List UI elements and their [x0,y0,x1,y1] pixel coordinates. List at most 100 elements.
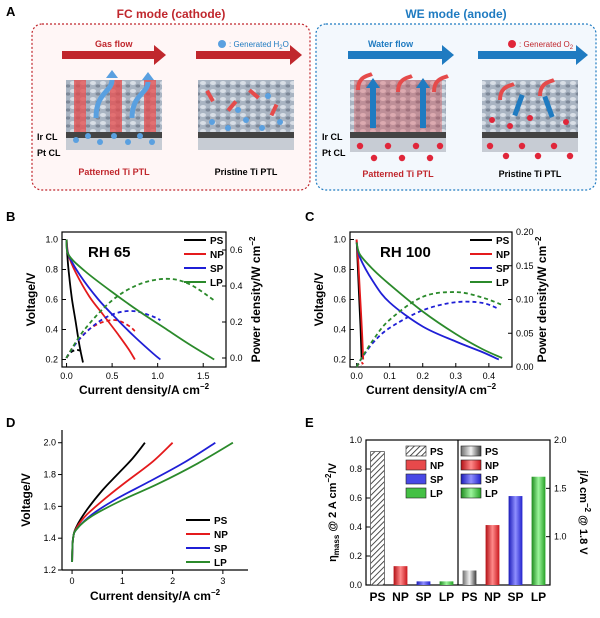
panel-b-chart: B0.0 0.5 1.0 1.50.20.40.60.81.00.00.20.40.6… [6,209,263,397]
y-tick-label: 1.0 [333,235,346,245]
x-axis-label-sup: −2 [211,588,221,597]
voltage-curve-ps [65,239,84,363]
y-axis-label-part: @ 2 A cm [327,482,339,534]
water-flow-label: Water flow [368,39,414,49]
y2-tick-label: 1.0 [554,532,567,542]
gas-flow-arrow [62,45,166,65]
x-tick-label: 0.3 [450,371,463,381]
x-category-label: NP [392,590,409,604]
legend-label-right-ps: PS [485,447,499,458]
y-tick-label: 1.0 [45,235,58,245]
legend-label-np: NP [210,250,224,261]
panel-letter: B [6,209,15,224]
power-curve-sp [355,300,500,368]
y2-tick-label: 1.5 [554,483,567,493]
legend-label-right-lp: LP [485,489,498,500]
y-axis-label: Voltage/V [312,273,326,327]
legend-label-lp: LP [210,278,223,289]
legend-label-ps: PS [214,516,228,527]
y-axis-label: Voltage/V [19,473,33,527]
x-tick-label: 2 [170,576,175,586]
y2-tick-label: 0.4 [230,281,243,291]
y-tick-label: 0.2 [349,551,362,561]
water-droplet-icon [218,40,226,48]
y-axis-label-part: η [327,555,339,562]
legend-label-sp: SP [496,264,510,275]
x-tick-label: 0.2 [416,371,429,381]
legend-swatch-left-lp [405,487,427,499]
gas-flow-arrow-right [196,45,302,65]
y-tick-label: 0.4 [333,325,346,335]
x-axis-label: Current density/A cm−2 [366,382,497,397]
x-axis-label-sup: −2 [487,382,497,391]
voltage-curve-lp [71,441,234,563]
x-category-label: LP [439,590,454,604]
y-axis-label-part: mass [332,534,341,555]
y-tick-label: 0.8 [45,265,58,275]
voltage-curve-sp [355,242,500,361]
oxygen-bubble-icon [508,40,516,48]
x-tick-label: 1 [120,576,125,586]
x-tick-label: 1.0 [151,371,164,381]
legend-label-lp: LP [214,558,227,569]
bar-eta-sp [416,581,431,585]
legend-label-left-ps: PS [430,447,444,458]
y2-tick-label: 0.0 [230,353,243,363]
y2-axis-label-part: j/A cm [577,469,589,503]
y2-tick-label: 0.2 [230,317,243,327]
panel-letter: C [305,209,315,224]
x-tick-label: 0.0 [350,371,363,381]
voltage-curve-lp [355,242,503,359]
voltage-curve-lp [65,239,215,361]
legend-swatch-left-sp [405,473,427,485]
x-axis-label-text: Current density/A cm [90,589,211,603]
fc-patterned-ptl-illustration [66,70,162,150]
x-category-label: NP [484,590,501,604]
we-mode-box: WE mode (anode) Water flow : Generated O… [315,7,597,191]
y2-axis-label-text: Power density/W cm [249,246,263,363]
x-axis-label: Current density/A cm−2 [79,382,210,397]
y-tick-label: 0.6 [349,493,362,503]
y2-tick-label: 0.05 [516,328,534,338]
x-axis-label: Current density/A cm−2 [90,588,221,603]
legend-label-lp: LP [496,278,509,289]
panel-c-chart: C 0.0 0.1 0.2 0.3 0.4 0.2 0.4 0.6 0.8 1.0 0.00 0.05 0… [305,209,549,397]
y2-tick-label: 0.10 [516,295,534,305]
bar-j-ps [462,570,477,585]
y-tick-label: 0.0 [349,580,362,590]
y-tick-label: 0.2 [45,355,58,365]
generated-o2-label: : Generated O2 [519,40,574,51]
y-tick-label: 0.6 [45,295,58,305]
fc-pristine-ptl-illustration [198,80,294,150]
y-tick-label: 0.4 [349,522,362,532]
legend-label-np: NP [214,530,228,541]
fc-title: FC mode (cathode) [117,7,226,21]
y2-axis-label-sup: −2 [248,236,257,246]
y2-tick-label: 0.15 [516,261,534,271]
legend-swatch-right-np [460,459,482,471]
panel-letter: E [305,415,314,430]
x-tick-label: 0.1 [383,371,396,381]
water-flow-arrow-right [478,45,588,65]
x-tick-label: 0 [70,576,75,586]
y2-tick-label: 2.0 [554,435,567,445]
y-axis-label: ηmass @ 2 A cm−2/V [324,462,341,561]
fc-patterned-caption: Patterned Ti PTL [78,167,150,177]
generated-h2o-label: : Generated H2O [229,40,289,51]
legend-label-ps: PS [210,236,224,247]
power-curve-sp [65,310,161,359]
x-tick-label: 3 [220,576,225,586]
x-axis-label-text: Current density/A cm [79,383,200,397]
legend-label-left-sp: SP [430,475,444,486]
legend-label-sp: SP [214,544,228,555]
y2-axis-label: Power density/W cm−2 [534,236,549,362]
y-axis-label-part: /V [327,462,339,473]
x-axis-label-sup: −2 [200,382,210,391]
legend-label-sp: SP [210,264,224,275]
panel-e-chart: E 0.0 0.2 0.4 0.6 0.8 1.0 1.0 1.5 2.0 PS NP SP LP PS NP… [305,415,592,604]
gas-flow-label: Gas flow [95,39,134,49]
power-curve-lp [355,291,503,368]
fc-mode-box: FC mode (cathode) Gas flow : Generated H… [31,7,311,191]
x-tick-label: 1.5 [197,371,210,381]
